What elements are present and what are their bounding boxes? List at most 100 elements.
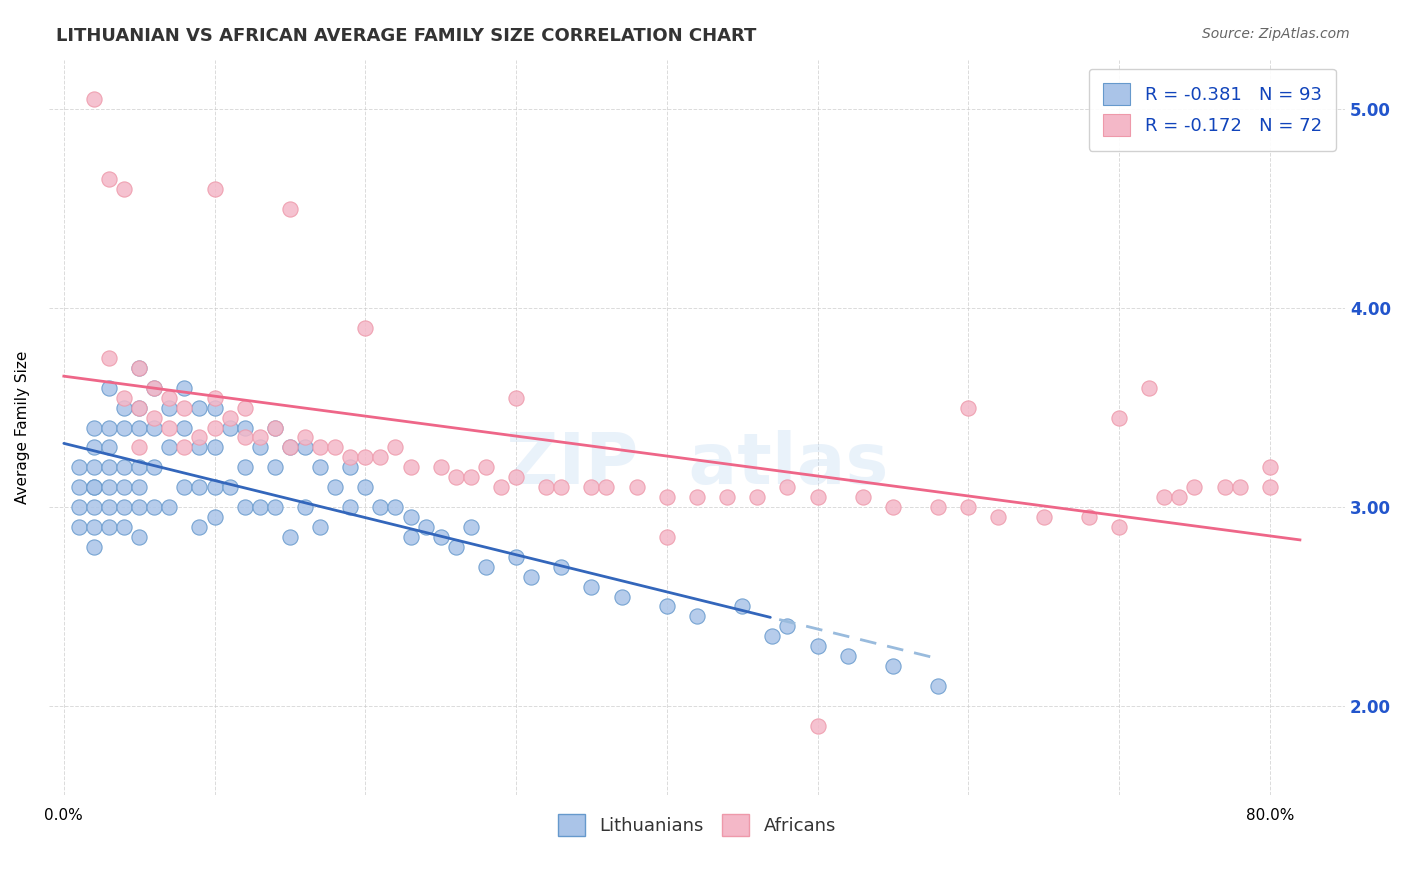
Text: 80.0%: 80.0%: [1246, 808, 1294, 823]
Point: [128, 401, 150, 415]
Point: [534, 480, 557, 494]
Point: [1213, 480, 1236, 494]
Point: [323, 480, 346, 494]
Point: [98, 520, 121, 534]
Point: [505, 549, 527, 564]
Point: [1153, 490, 1175, 504]
Point: [143, 381, 166, 395]
Point: [429, 530, 451, 544]
Point: [83, 460, 105, 475]
Text: Source: ZipAtlas.com: Source: ZipAtlas.com: [1202, 27, 1350, 41]
Point: [112, 500, 135, 514]
Point: [1168, 490, 1191, 504]
Point: [309, 520, 332, 534]
Point: [263, 420, 285, 434]
Point: [475, 460, 498, 475]
Point: [1032, 510, 1054, 524]
Point: [429, 460, 451, 475]
Point: [128, 401, 150, 415]
Point: [309, 460, 332, 475]
Point: [399, 510, 422, 524]
Point: [218, 480, 240, 494]
Point: [581, 580, 603, 594]
Point: [686, 490, 709, 504]
Point: [188, 520, 211, 534]
Point: [204, 391, 226, 405]
Point: [157, 391, 180, 405]
Point: [173, 401, 195, 415]
Point: [1258, 460, 1281, 475]
Point: [249, 430, 271, 444]
Point: [460, 520, 482, 534]
Text: 0.0%: 0.0%: [45, 808, 83, 823]
Point: [98, 381, 121, 395]
Point: [83, 480, 105, 494]
Point: [460, 470, 482, 484]
Point: [384, 441, 406, 455]
Point: [415, 520, 437, 534]
Point: [987, 510, 1010, 524]
Point: [475, 559, 498, 574]
Point: [98, 441, 121, 455]
Point: [112, 401, 135, 415]
Point: [188, 441, 211, 455]
Point: [112, 182, 135, 196]
Point: [384, 500, 406, 514]
Point: [731, 599, 754, 614]
Point: [67, 500, 90, 514]
Point: [505, 470, 527, 484]
Point: [233, 401, 256, 415]
Point: [806, 639, 828, 653]
Point: [204, 441, 226, 455]
Point: [581, 480, 603, 494]
Point: [98, 420, 121, 434]
Point: [399, 530, 422, 544]
Point: [173, 420, 195, 434]
Point: [278, 441, 301, 455]
Y-axis label: Average Family Size: Average Family Size: [15, 351, 30, 504]
Point: [1229, 480, 1251, 494]
Point: [98, 351, 121, 365]
Point: [249, 500, 271, 514]
Point: [98, 500, 121, 514]
Point: [112, 391, 135, 405]
Point: [339, 500, 361, 514]
Point: [806, 719, 828, 733]
Point: [1258, 480, 1281, 494]
Point: [233, 500, 256, 514]
Point: [128, 460, 150, 475]
Point: [927, 500, 949, 514]
Point: [98, 480, 121, 494]
Point: [444, 540, 467, 554]
Point: [806, 490, 828, 504]
Point: [776, 480, 799, 494]
Point: [761, 629, 783, 643]
Point: [98, 460, 121, 475]
Point: [957, 500, 980, 514]
Point: [204, 420, 226, 434]
Point: [83, 420, 105, 434]
Text: ZIP  atlas: ZIP atlas: [506, 430, 889, 499]
Point: [143, 410, 166, 425]
Point: [776, 619, 799, 633]
Point: [278, 441, 301, 455]
Point: [294, 500, 316, 514]
Point: [143, 420, 166, 434]
Point: [1137, 381, 1160, 395]
Point: [716, 490, 738, 504]
Point: [173, 381, 195, 395]
Point: [204, 510, 226, 524]
Point: [263, 420, 285, 434]
Point: [143, 500, 166, 514]
Point: [143, 381, 166, 395]
Point: [128, 420, 150, 434]
Point: [655, 490, 678, 504]
Point: [655, 530, 678, 544]
Point: [339, 460, 361, 475]
Point: [1182, 480, 1205, 494]
Point: [112, 460, 135, 475]
Point: [595, 480, 617, 494]
Point: [370, 500, 392, 514]
Point: [157, 500, 180, 514]
Point: [128, 530, 150, 544]
